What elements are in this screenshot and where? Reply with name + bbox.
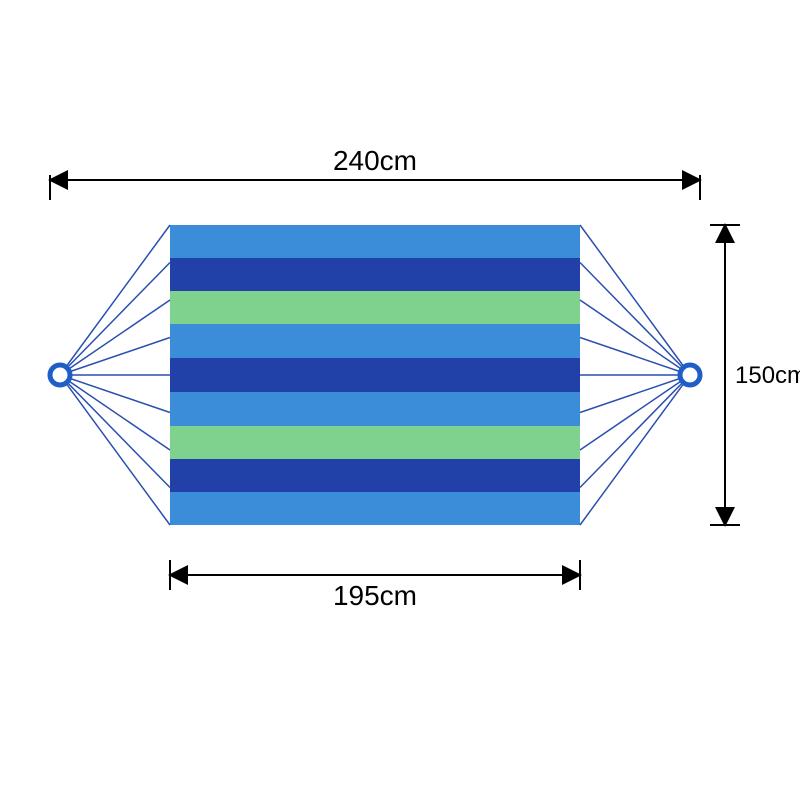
label-total-length: 240cm xyxy=(333,145,417,176)
fabric-stripe xyxy=(170,291,580,324)
label-fabric-length: 195cm xyxy=(333,580,417,611)
left-ring xyxy=(50,365,70,385)
fabric-stripe xyxy=(170,258,580,291)
fabric-stripe xyxy=(170,459,580,492)
fabric-stripe xyxy=(170,426,580,459)
hammock-diagram: 240cm 195cm 150cm xyxy=(0,0,800,800)
fabric-stripe xyxy=(170,392,580,426)
label-width: 150cm xyxy=(735,362,800,389)
right-ring xyxy=(680,365,700,385)
fabric-stripe xyxy=(170,358,580,392)
fabric-stripe xyxy=(170,492,580,525)
hammock-fabric xyxy=(170,225,580,525)
fabric-stripe xyxy=(170,225,580,258)
fabric-stripe xyxy=(170,324,580,358)
